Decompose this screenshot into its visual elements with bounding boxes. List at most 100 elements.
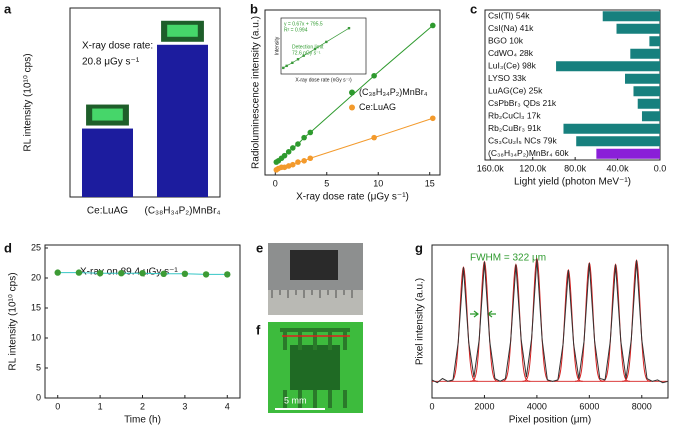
gaussian-fit xyxy=(470,260,499,382)
x-tick-label: 2000 xyxy=(474,401,494,411)
x-tick-label: 15 xyxy=(425,178,435,188)
gaussian-fit xyxy=(622,259,651,382)
chip xyxy=(290,250,338,280)
point xyxy=(75,269,83,276)
annotation: FWHM = 322 μm xyxy=(470,253,546,264)
bar xyxy=(633,86,660,97)
photo-e xyxy=(268,243,363,315)
y-tick-label: 25 xyxy=(31,242,41,252)
inset-y-label: Intensity xyxy=(274,36,280,55)
point xyxy=(429,115,436,122)
annotation: 20.8 μGy s⁻¹ xyxy=(82,57,140,68)
x-tick-label: 0 xyxy=(55,401,60,411)
panel-letter: g xyxy=(415,240,423,255)
bar xyxy=(602,11,660,22)
legend-marker xyxy=(349,104,355,111)
panel-letter: d xyxy=(4,240,12,255)
plot-frame xyxy=(69,7,221,198)
bar xyxy=(616,23,660,34)
bar xyxy=(637,98,660,109)
bar-label: CsI(Tl) 54k xyxy=(488,11,530,21)
point xyxy=(295,159,301,165)
x-tick-label: Ce:LuAG xyxy=(87,206,128,217)
point xyxy=(289,145,296,151)
y-tick-label: 5 xyxy=(36,362,41,372)
point xyxy=(54,269,61,276)
x-tick-label: 0.0 xyxy=(654,163,667,173)
point xyxy=(429,22,436,29)
data-line xyxy=(431,258,669,384)
point xyxy=(281,152,288,159)
x-tick-label: 40.0k xyxy=(607,163,630,173)
x-tick-label: 10 xyxy=(373,178,383,188)
x-tick-label: 5 xyxy=(324,178,329,188)
bar-label: CdWO₄ 28k xyxy=(488,48,534,58)
gaussian-fit xyxy=(522,257,552,382)
bar xyxy=(556,61,660,72)
legend-label: Ce:LuAG xyxy=(359,102,396,112)
point xyxy=(181,270,189,277)
annotation: X-ray on 89.4 μGy s⁻¹ xyxy=(80,267,178,278)
y-tick-label: 0 xyxy=(36,392,41,402)
y-tick-label: 10 xyxy=(31,332,41,342)
bar xyxy=(630,48,660,59)
x-tick-label: 4000 xyxy=(527,401,547,411)
point xyxy=(118,270,125,277)
panel-letter: e xyxy=(256,240,263,255)
inset-annotation: y = 0.67x + 795.5 xyxy=(284,21,323,27)
bar-label: Cs₃Cu₂I₅ NCs 79k xyxy=(488,136,558,146)
inset-point xyxy=(285,64,288,68)
x-tick-label: 120.0k xyxy=(519,163,547,173)
x-tick-label: 6000 xyxy=(579,401,599,411)
point xyxy=(301,134,307,141)
inset-point xyxy=(325,40,328,44)
bar-label: Rb₂CuCl₃ 17k xyxy=(488,111,541,121)
photo-f: 5 mm xyxy=(268,322,363,413)
point xyxy=(295,141,301,147)
inset-point xyxy=(282,66,285,70)
bar-label: CsPbBr₃ QDs 21k xyxy=(488,98,557,108)
scale-bar-label: 5 mm xyxy=(284,395,307,405)
inset-point xyxy=(296,58,300,61)
panel-letter: c xyxy=(470,1,477,16)
x-tick-label: 1 xyxy=(98,401,103,411)
inset-point xyxy=(347,26,351,30)
point xyxy=(160,270,167,277)
bar xyxy=(649,36,660,47)
pins xyxy=(280,328,350,408)
point xyxy=(289,161,296,168)
point xyxy=(96,270,104,277)
bar xyxy=(625,73,660,84)
x-axis-label: Pixel position (μm) xyxy=(509,415,591,425)
plot-frame xyxy=(484,9,661,161)
x-axis-label: Light yield (photon MeV⁻¹) xyxy=(514,177,631,188)
bar xyxy=(157,44,208,197)
x-axis-label: Time (h) xyxy=(124,415,161,425)
inset-x-label: X-ray dose rate (nGy s⁻¹) xyxy=(295,77,352,83)
gaussian-fit xyxy=(601,263,630,382)
bar xyxy=(576,136,660,147)
inset-frame xyxy=(280,17,367,75)
inset-point xyxy=(313,47,317,51)
bar xyxy=(641,111,660,122)
x-tick-label: 8000 xyxy=(632,401,652,411)
bar xyxy=(82,128,133,197)
y-axis-label: RL intensity (10¹⁰ cps) xyxy=(23,53,34,151)
point xyxy=(371,134,377,141)
legend-label: (C₃₈H₃₄P₂)MnBr₄ xyxy=(359,87,428,97)
bar-label: (C₃₈H₃₄P₂)MnBr₄ 60k xyxy=(488,148,569,158)
inset-point xyxy=(291,61,294,64)
bar-label: BGO 10k xyxy=(488,36,524,46)
inset-annotation: 72.6 nGy s⁻¹ xyxy=(292,50,321,56)
plot-frame xyxy=(264,9,441,176)
y-axis-label: Radioluminescence intensity (a.u.) xyxy=(251,16,262,169)
y-tick-label: 20 xyxy=(31,272,41,282)
point xyxy=(285,148,292,155)
point xyxy=(307,155,314,162)
panel-letter: b xyxy=(250,1,258,16)
x-tick-label: 0 xyxy=(429,401,434,411)
point xyxy=(139,270,146,277)
point xyxy=(224,271,231,278)
point xyxy=(301,158,307,164)
bar-label: LuAG(Ce) 25k xyxy=(488,86,543,96)
